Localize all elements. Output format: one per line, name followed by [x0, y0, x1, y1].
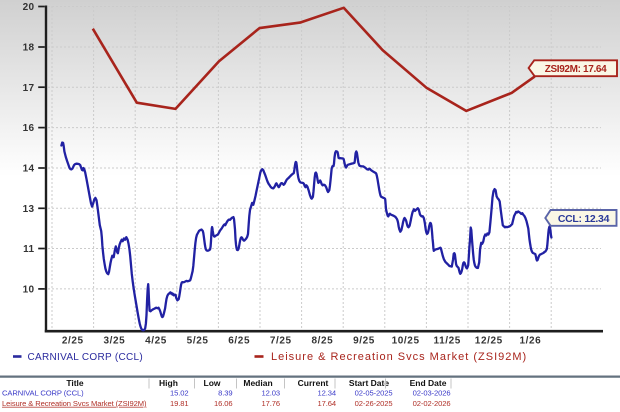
- svg-text:3/25: 3/25: [103, 336, 125, 347]
- svg-text:Low: Low: [204, 378, 221, 388]
- svg-text:10: 10: [23, 285, 35, 296]
- svg-text:12.34: 12.34: [317, 389, 336, 398]
- svg-text:1/26: 1/26: [519, 336, 541, 347]
- svg-text:Leisure & Recreation Svcs Mark: Leisure & Recreation Svcs Market (ZSI92M…: [271, 351, 527, 363]
- svg-text:17.76: 17.76: [261, 399, 280, 408]
- svg-text:8/25: 8/25: [311, 336, 333, 347]
- svg-text:High: High: [159, 378, 178, 388]
- svg-text:02-05-2025: 02-05-2025: [355, 389, 393, 398]
- svg-text:Median: Median: [243, 378, 272, 388]
- svg-text:CARNIVAL CORP (CCL): CARNIVAL CORP (CCL): [2, 389, 84, 398]
- svg-text:16: 16: [23, 123, 35, 134]
- svg-text:Leisure & Recreation Svcs Mark: Leisure & Recreation Svcs Market (ZSI92M…: [2, 399, 147, 408]
- svg-text:6/25: 6/25: [228, 336, 250, 347]
- svg-text:10/25: 10/25: [392, 336, 420, 347]
- svg-text:13: 13: [23, 204, 35, 215]
- svg-text:18: 18: [23, 43, 35, 54]
- svg-text:8.39: 8.39: [218, 389, 232, 398]
- svg-text:9/25: 9/25: [353, 336, 375, 347]
- svg-text:ZSI92M: 17.64: ZSI92M: 17.64: [545, 64, 607, 75]
- svg-text:CCL: 12.34: CCL: 12.34: [558, 213, 610, 225]
- svg-text:12.03: 12.03: [261, 389, 280, 398]
- svg-text:15.02: 15.02: [170, 389, 189, 398]
- svg-text:CARNIVAL CORP (CCL): CARNIVAL CORP (CCL): [28, 352, 144, 363]
- svg-text:11/25: 11/25: [433, 336, 460, 347]
- svg-text:02-02-2026: 02-02-2026: [413, 399, 451, 408]
- svg-text:19.81: 19.81: [170, 399, 189, 408]
- svg-text:Start Date: Start Date: [349, 378, 389, 388]
- svg-text:2/25: 2/25: [62, 336, 84, 347]
- svg-text:17.64: 17.64: [317, 399, 336, 408]
- svg-text:20: 20: [23, 2, 35, 13]
- svg-text:Current: Current: [298, 378, 329, 388]
- svg-text:4/25: 4/25: [145, 336, 167, 347]
- svg-text:End Date: End Date: [410, 378, 447, 388]
- svg-text:12/25: 12/25: [475, 336, 503, 347]
- svg-text:17: 17: [23, 83, 35, 94]
- svg-text:02-03-2026: 02-03-2026: [413, 389, 451, 398]
- svg-text:11: 11: [23, 244, 34, 255]
- svg-text:5/25: 5/25: [187, 336, 209, 347]
- svg-text:7/25: 7/25: [270, 336, 292, 347]
- svg-text:Title: Title: [66, 378, 84, 388]
- svg-text:02-26-2025: 02-26-2025: [355, 399, 393, 408]
- svg-text:14: 14: [23, 164, 35, 175]
- svg-text:16.06: 16.06: [214, 399, 233, 408]
